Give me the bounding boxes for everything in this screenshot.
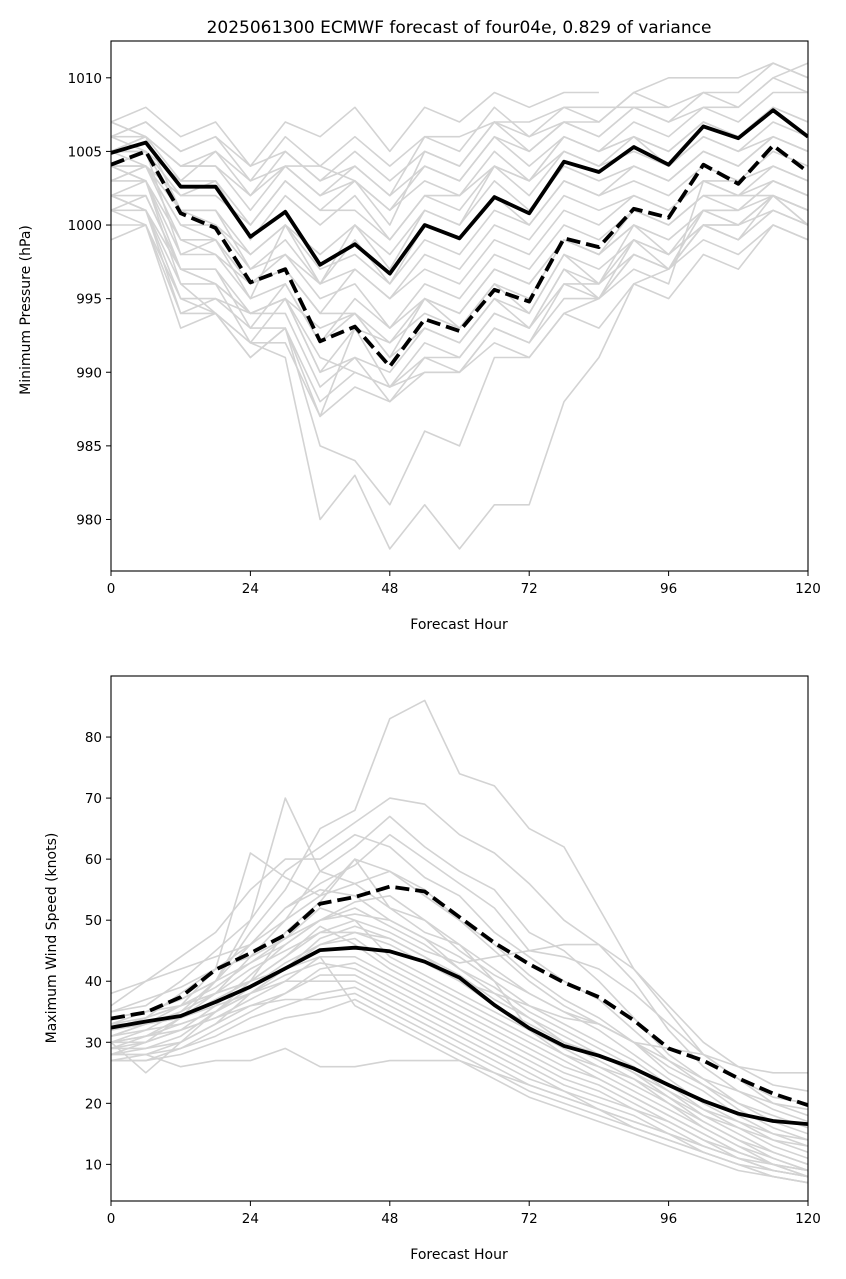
wind-member-line-27: [111, 919, 808, 1105]
pressure-y-tick-label: 990: [76, 365, 102, 381]
wind-x-tick-label: 0: [107, 1211, 116, 1227]
pressure-x-tick-label: 48: [381, 581, 398, 597]
wind-y-tick-label: 30: [85, 1035, 102, 1051]
wind-member-line-28: [111, 931, 808, 1129]
wind-member-line-12: [111, 937, 808, 1178]
wind-member-line-25: [111, 870, 808, 1111]
wind-y-axis-label: Maximum Wind Speed (knots): [44, 833, 60, 1044]
wind-member-line-2: [111, 797, 808, 1123]
pressure-plot-frame: [110, 40, 809, 572]
pressure-mean-line: [111, 108, 808, 276]
wind-lines: [111, 699, 808, 1184]
wind-x-tick-label: 120: [795, 1211, 821, 1227]
pressure-member-line-27: [111, 194, 808, 550]
pressure-lines: [111, 62, 808, 550]
pressure-member-line-15: [111, 106, 669, 197]
pressure-member-line-20: [111, 106, 808, 300]
pressure-member-line-1: [111, 91, 599, 167]
pressure-y-tick-label: 1010: [68, 71, 102, 87]
wind-member-line-24: [111, 858, 808, 1147]
pressure-x-tick-label: 24: [242, 581, 259, 597]
wind-y-tick-label: 50: [85, 913, 102, 929]
pressure-y-tick-label: 1005: [68, 144, 102, 160]
pressure-y-tick-label: 1000: [68, 218, 102, 234]
pressure-x-axis-label: Forecast Hour: [410, 617, 508, 633]
wind-member-line-17: [111, 974, 808, 1178]
pressure-x-tick-label: 72: [521, 581, 538, 597]
wind-x-tick-label: 48: [381, 1211, 398, 1227]
wind-member-line-11: [111, 907, 808, 1172]
pressure-member-line-26: [111, 165, 808, 506]
wind-y-tick-label: 40: [85, 974, 102, 990]
wind-member-line-4: [111, 833, 808, 1141]
wind-member-line-14: [111, 956, 808, 1172]
wind-member-line-19: [111, 986, 808, 1178]
wind-panel: Forecast Hour Maximum Wind Speed (knots)…: [44, 675, 821, 1263]
pressure-member-line-21: [111, 165, 808, 359]
wind-mean-line: [111, 945, 808, 1126]
wind-x-tick-label: 72: [521, 1211, 538, 1227]
pressure-member-line-29: [111, 135, 808, 285]
wind-x-tick-label: 96: [660, 1211, 677, 1227]
pressure-x-tick-label: 96: [660, 581, 677, 597]
wind-member-line-23: [111, 1047, 808, 1178]
pressure-member-line-22: [111, 150, 808, 329]
pressure-panel: Forecast Hour Minimum Pressure (hPa) 0 24…: [18, 40, 821, 633]
pressure-y-axis-label: Minimum Pressure (hPa): [18, 225, 34, 395]
pressure-x-tick-label: 120: [795, 581, 821, 597]
wind-member-line-21: [111, 998, 808, 1184]
pressure-y-tick-label: 980: [76, 512, 102, 528]
wind-x-tick-label: 24: [242, 1211, 259, 1227]
wind-y-tick-label: 80: [85, 730, 102, 746]
wind-y-tick-label: 20: [85, 1096, 102, 1112]
wind-weighted-line: [111, 884, 808, 1108]
wind-member-line-7: [111, 888, 808, 1160]
wind-y-tick-label: 70: [85, 791, 102, 807]
wind-x-axis-label: Forecast Hour: [410, 1247, 508, 1263]
pressure-x-tick-label: 0: [107, 581, 116, 597]
wind-plot-frame: [110, 675, 809, 1202]
wind-member-line-29: [111, 913, 808, 1141]
chart-title: 2025061300 ECMWF forecast of four04e, 0.…: [207, 18, 712, 38]
pressure-member-line-18: [111, 165, 808, 300]
pressure-member-line-28: [111, 194, 808, 388]
pressure-member-line-30: [111, 77, 808, 212]
pressure-weighted-line: [111, 143, 808, 369]
pressure-member-line-2: [111, 62, 808, 182]
pressure-member-line-16: [111, 62, 808, 226]
pressure-y-tick-label: 995: [76, 292, 102, 308]
wind-y-tick-label: 10: [85, 1157, 102, 1173]
wind-member-line-26: [111, 833, 808, 1092]
pressure-y-tick-label: 985: [76, 439, 102, 455]
wind-y-tick-label: 60: [85, 852, 102, 868]
